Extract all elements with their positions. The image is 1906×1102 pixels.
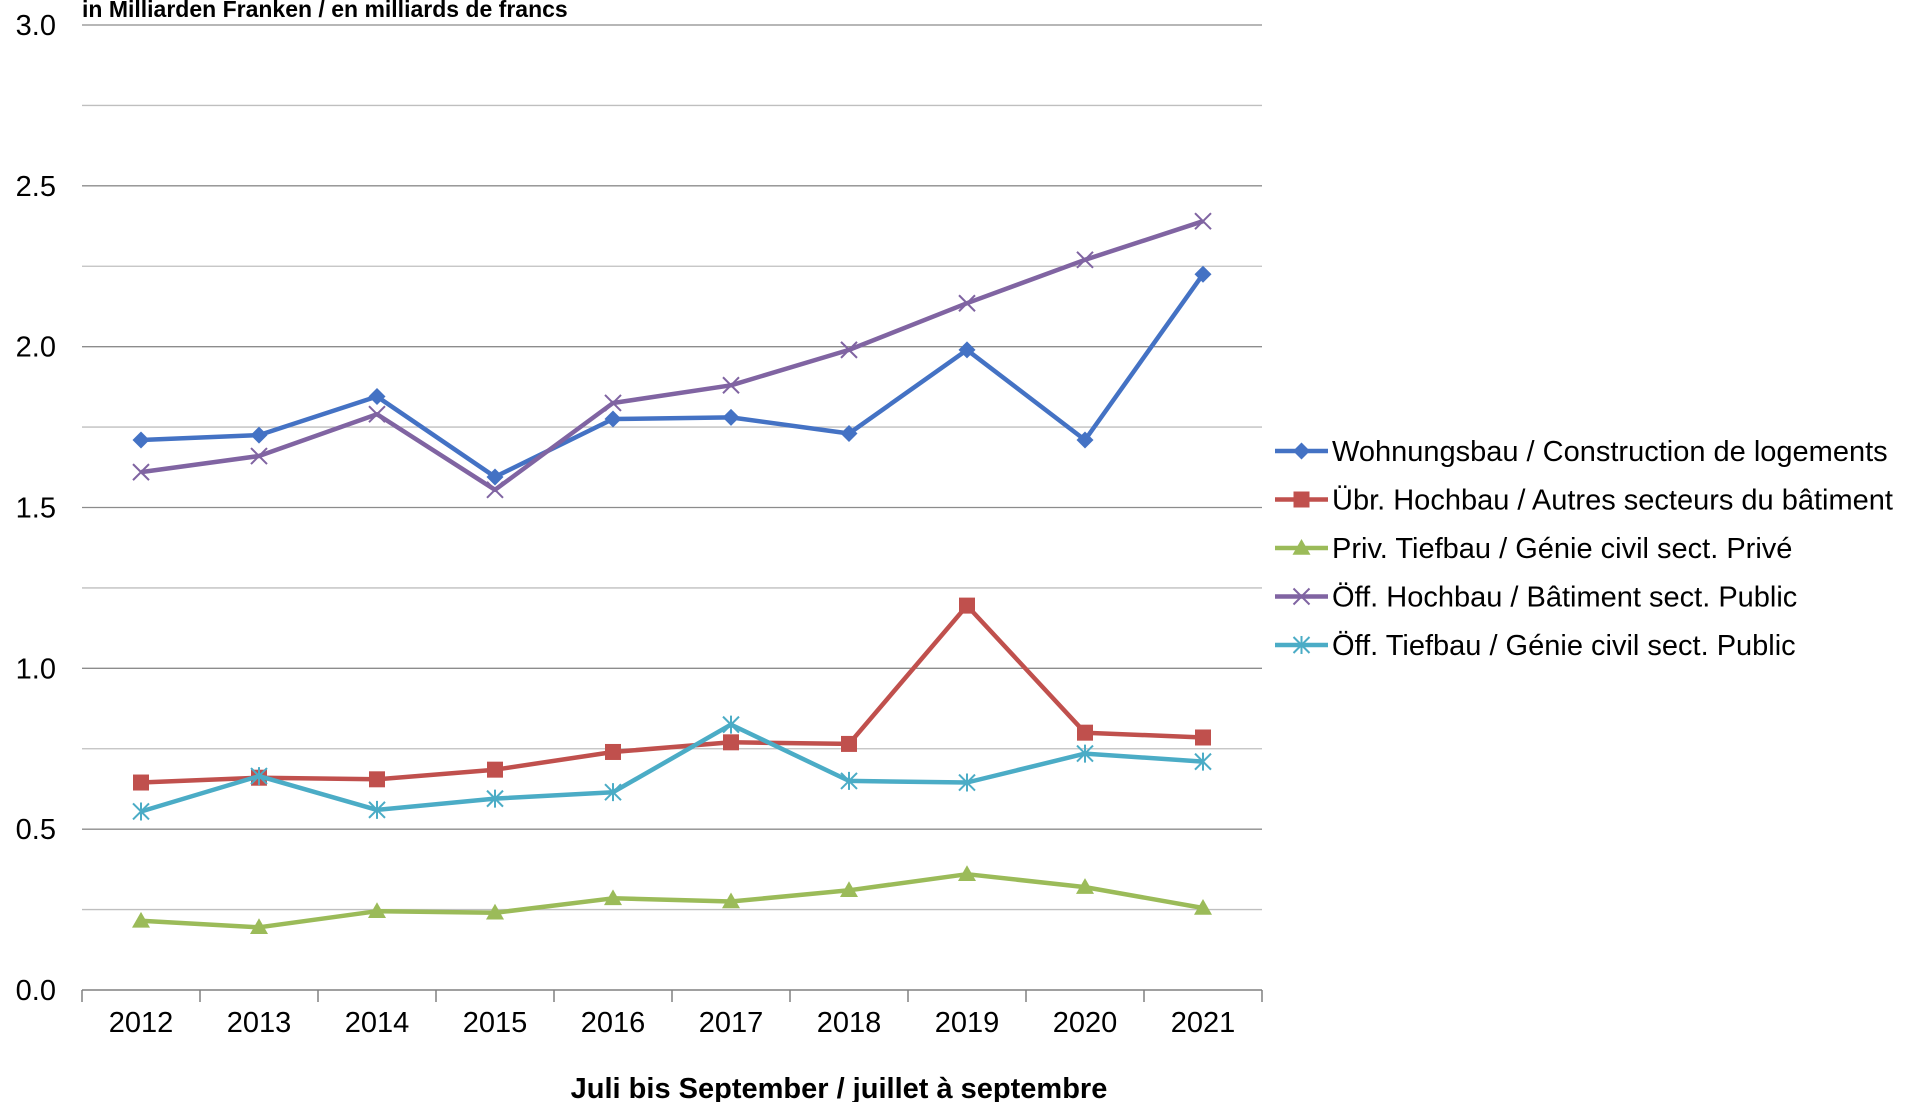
data-point [722,376,740,394]
data-point [250,767,268,786]
y-tick-label: 2.0 [16,332,56,364]
data-point [132,911,150,928]
legend-marker [1292,539,1311,555]
data-point [722,715,740,734]
data-point [368,800,386,819]
data-point [840,425,858,443]
data-point [132,431,150,449]
data-point [250,426,268,444]
data-point [368,405,386,423]
legend-label: Wohnungsbau / Construction de logements [1332,436,1888,468]
legend-marker [1292,587,1311,606]
data-point [840,771,858,790]
data-point [604,889,622,906]
data-point [487,761,503,778]
y-tick-label: 1.5 [16,493,56,525]
series-line [140,219,1204,493]
data-point [604,394,622,412]
chart-subtitle: in Milliarden Franken / en milliards de … [82,0,568,22]
data-point [722,892,740,909]
x-axis-title: Juli bis September / juillet à septembre [571,1073,1108,1102]
series-group [132,212,1212,935]
data-point [133,774,149,791]
data-point [604,410,622,428]
data-point [605,743,621,760]
series-2 [133,597,1211,791]
x-tick-label: 2017 [699,1007,764,1039]
y-tick-label: 2.5 [16,171,56,203]
legend-marker [1293,442,1310,460]
x-tick-label: 2021 [1171,1007,1236,1039]
data-point [486,481,504,499]
data-point [1194,898,1212,915]
data-point [250,447,268,465]
x-tick-label: 2015 [463,1007,528,1039]
data-point [1195,729,1211,746]
data-point [368,902,386,918]
series-4 [132,212,1212,499]
legend-entry: Übr. Hochbau / Autres secteurs du bâtime… [1275,485,1893,517]
data-point [486,468,504,486]
data-point [841,735,857,752]
series-line [140,272,1205,480]
data-point [840,881,858,898]
data-point [369,771,385,788]
series-line [140,603,1204,785]
series-line [140,722,1204,814]
legend-entry: Priv. Tiefbau / Génie civil sect. Privé [1275,533,1792,565]
x-tick-label: 2020 [1053,1007,1118,1039]
legend-marker [1293,491,1310,508]
axes: 0.0 0.5 1.0 1.5 2.0 2.5 3.0 2012 2013 2014 2015 201… [16,10,1263,1039]
legend-label: Öff. Hochbau / Bâtiment sect. Public [1332,582,1797,614]
data-point [1194,212,1212,230]
data-point [1194,265,1212,283]
data-point [1194,752,1212,771]
y-tick-label: 3.0 [16,10,56,42]
legend-entry: Öff. Hochbau / Bâtiment sect. Public [1275,582,1797,614]
legend-entry: Öff. Tiefbau / Génie civil sect. Public [1275,630,1796,662]
data-point [1076,251,1094,269]
data-point [486,903,504,920]
data-point [958,865,976,881]
series-line [140,871,1204,930]
x-tick-label: 2014 [345,1007,410,1039]
data-point [1077,724,1093,741]
series-3 [132,865,1212,935]
y-tick-label: 0.5 [16,814,56,846]
data-point [722,408,740,426]
x-tick-label: 2016 [581,1007,646,1039]
gridlines [82,24,1262,911]
data-point [368,388,386,406]
legend-marker [1292,636,1311,654]
legend-label: Übr. Hochbau / Autres secteurs du bâtime… [1332,485,1893,517]
x-tick-label: 2013 [227,1007,292,1039]
data-point [959,597,975,614]
data-point [486,789,504,808]
data-point [1076,744,1094,763]
data-point [132,463,150,481]
y-tick-label: 0.0 [16,975,56,1007]
x-tick-label: 2019 [935,1007,1000,1039]
data-point [958,773,976,792]
x-tick-label: 2018 [817,1007,882,1039]
legend-label: Priv. Tiefbau / Génie civil sect. Privé [1332,533,1792,565]
data-point [840,341,858,359]
data-point [958,294,976,312]
legend-label: Öff. Tiefbau / Génie civil sect. Public [1332,630,1796,662]
data-point [1076,431,1094,449]
data-point [604,783,622,802]
data-point [250,918,268,935]
data-point [723,734,739,751]
series-5 [132,715,1212,821]
data-point [132,802,150,821]
y-tick-label: 1.0 [16,653,56,685]
legend: Wohnungsbau / Construction de logements Ü… [1275,436,1893,662]
legend-entry: Wohnungsbau / Construction de logements [1275,436,1888,468]
x-tick-label: 2012 [109,1007,174,1039]
series-1 [132,265,1212,486]
data-point [1076,878,1094,894]
data-point [958,341,976,359]
